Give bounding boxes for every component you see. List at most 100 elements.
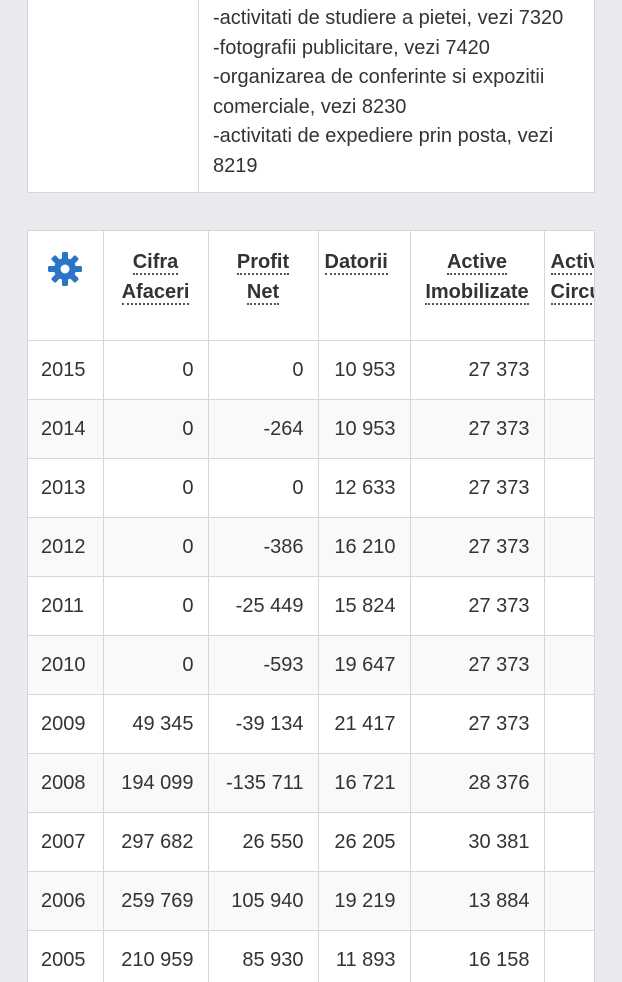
active-circulante-cell: 4 [544, 694, 594, 754]
table-row: 2008 194 099 -135 711 16 721 28 376 7 [28, 753, 594, 813]
table-row: 2010 0 -593 19 647 27 373 4 [28, 635, 594, 695]
cifra-afaceri-cell: 259 769 [103, 871, 209, 931]
datorii-cell: 16 721 [318, 753, 411, 813]
year-cell: 2014 [28, 399, 104, 459]
cifra-afaceri-cell: 210 959 [103, 930, 209, 982]
profit-net-cell: -264 [208, 399, 319, 459]
header-label: Profit [236, 251, 290, 275]
exclusion-line: -activitati de expediere prin posta, vez… [213, 125, 554, 147]
active-imobilizate-cell: 16 158 [410, 930, 545, 982]
datorii-cell: 12 633 [318, 458, 411, 518]
column-header-active-imobilizate[interactable]: Active Imobilizate [410, 231, 545, 341]
profit-net-cell: -39 134 [208, 694, 319, 754]
active-imobilizate-cell: 27 373 [410, 399, 545, 459]
financial-table-card[interactable]: Cifra Afaceri Profit Net Datorii Active … [27, 230, 595, 982]
cifra-afaceri-cell: 0 [103, 635, 209, 695]
header-label: Active [550, 251, 594, 275]
table-row: 2014 0 -264 10 953 27 373 [28, 399, 594, 459]
settings-header-cell[interactable] [28, 231, 104, 341]
active-imobilizate-cell: 28 376 [410, 753, 545, 813]
exclusion-line: comerciale, vezi 8230 [213, 95, 407, 118]
active-circulante-cell: 21 [544, 812, 594, 872]
year-cell: 2012 [28, 517, 104, 577]
cifra-afaceri-cell: 0 [103, 576, 209, 636]
table-row: 2011 0 -25 449 15 824 27 373 1 [28, 576, 594, 636]
datorii-cell: 19 219 [318, 871, 411, 931]
cifra-afaceri-cell: 49 345 [103, 694, 209, 754]
cifra-afaceri-cell: 194 099 [103, 753, 209, 813]
active-circulante-cell: 1 [544, 576, 594, 636]
profit-net-cell: 0 [208, 458, 319, 518]
datorii-cell: 26 205 [318, 812, 411, 872]
financial-table: Cifra Afaceri Profit Net Datorii Active … [28, 231, 594, 982]
active-circulante-cell: 7 [544, 753, 594, 813]
active-imobilizate-cell: 13 884 [410, 871, 545, 931]
datorii-cell: 15 824 [318, 576, 411, 636]
active-imobilizate-cell: 27 373 [410, 458, 545, 518]
description-label-cell [28, 0, 199, 192]
active-circulante-cell: 8 [544, 930, 594, 982]
cifra-afaceri-cell: 297 682 [103, 812, 209, 872]
year-cell: 2013 [28, 458, 104, 518]
active-imobilizate-cell: 27 373 [410, 694, 545, 754]
active-circulante-cell [544, 399, 594, 459]
year-cell: 2007 [28, 812, 104, 872]
activity-description-card: -activitati de studiere a pietei, vezi 7… [27, 0, 595, 193]
cifra-afaceri-cell: 0 [103, 517, 209, 577]
profit-net-cell: 85 930 [208, 930, 319, 982]
active-circulante-cell [544, 340, 594, 400]
column-header-profit-net[interactable]: Profit Net [208, 231, 319, 341]
profit-net-cell: -25 449 [208, 576, 319, 636]
year-cell: 2008 [28, 753, 104, 813]
profit-net-cell: 0 [208, 340, 319, 400]
year-cell: 2010 [28, 635, 104, 695]
datorii-cell: 10 953 [318, 340, 411, 400]
table-header-row: Cifra Afaceri Profit Net Datorii Active … [28, 231, 594, 341]
header-label: Cifra [132, 251, 179, 275]
profit-net-cell: -593 [208, 635, 319, 695]
header-label: Circulante [550, 281, 594, 305]
column-header-active-circulante[interactable]: Active Circulante [544, 231, 594, 341]
profit-net-cell: -386 [208, 517, 319, 577]
active-imobilizate-cell: 27 373 [410, 576, 545, 636]
active-circulante-cell: 20 [544, 871, 594, 931]
gear-icon[interactable] [47, 251, 83, 287]
active-circulante-cell [544, 458, 594, 518]
column-header-datorii[interactable]: Datorii [318, 231, 411, 341]
year-cell: 2011 [28, 576, 104, 636]
table-row: 2006 259 769 105 940 19 219 13 884 20 [28, 871, 594, 931]
table-row: 2015 0 0 10 953 27 373 [28, 340, 594, 400]
cifra-afaceri-cell: 0 [103, 399, 209, 459]
table-row: 2005 210 959 85 930 11 893 16 158 8 [28, 930, 594, 982]
table-row: 2013 0 0 12 633 27 373 [28, 458, 594, 518]
activity-exclusions-text: -activitati de studiere a pietei, vezi 7… [213, 4, 593, 181]
year-cell: 2006 [28, 871, 104, 931]
cifra-afaceri-cell: 0 [103, 340, 209, 400]
year-cell: 2005 [28, 930, 104, 982]
table-row: 2007 297 682 26 550 26 205 30 381 21 [28, 812, 594, 872]
active-imobilizate-cell: 27 373 [410, 340, 545, 400]
table-row: 2012 0 -386 16 210 27 373 1 [28, 517, 594, 577]
exclusion-line: -fotografii publicitare, vezi 7420 [213, 36, 490, 59]
active-imobilizate-cell: 30 381 [410, 812, 545, 872]
column-header-cifra-afaceri[interactable]: Cifra Afaceri [103, 231, 209, 341]
exclusion-line: -activitati de studiere a pietei, vezi 7… [213, 7, 564, 29]
table-row: 2009 49 345 -39 134 21 417 27 373 4 [28, 694, 594, 754]
year-cell: 2015 [28, 340, 104, 400]
profit-net-cell: 26 550 [208, 812, 319, 872]
datorii-cell: 19 647 [318, 635, 411, 695]
datorii-cell: 11 893 [318, 930, 411, 982]
exclusion-line: -organizarea de conferinte si expozitii [213, 66, 545, 88]
profit-net-cell: -135 711 [208, 753, 319, 813]
active-imobilizate-cell: 27 373 [410, 635, 545, 695]
datorii-cell: 16 210 [318, 517, 411, 577]
year-cell: 2009 [28, 694, 104, 754]
active-circulante-cell: 4 [544, 635, 594, 695]
header-label: Active [446, 251, 508, 275]
header-label: Afaceri [121, 281, 190, 305]
datorii-cell: 21 417 [318, 694, 411, 754]
header-label: Datorii [324, 251, 388, 275]
datorii-cell: 10 953 [318, 399, 411, 459]
exclusion-line: 8219 [213, 154, 258, 177]
header-label: Imobilizate [425, 281, 529, 305]
